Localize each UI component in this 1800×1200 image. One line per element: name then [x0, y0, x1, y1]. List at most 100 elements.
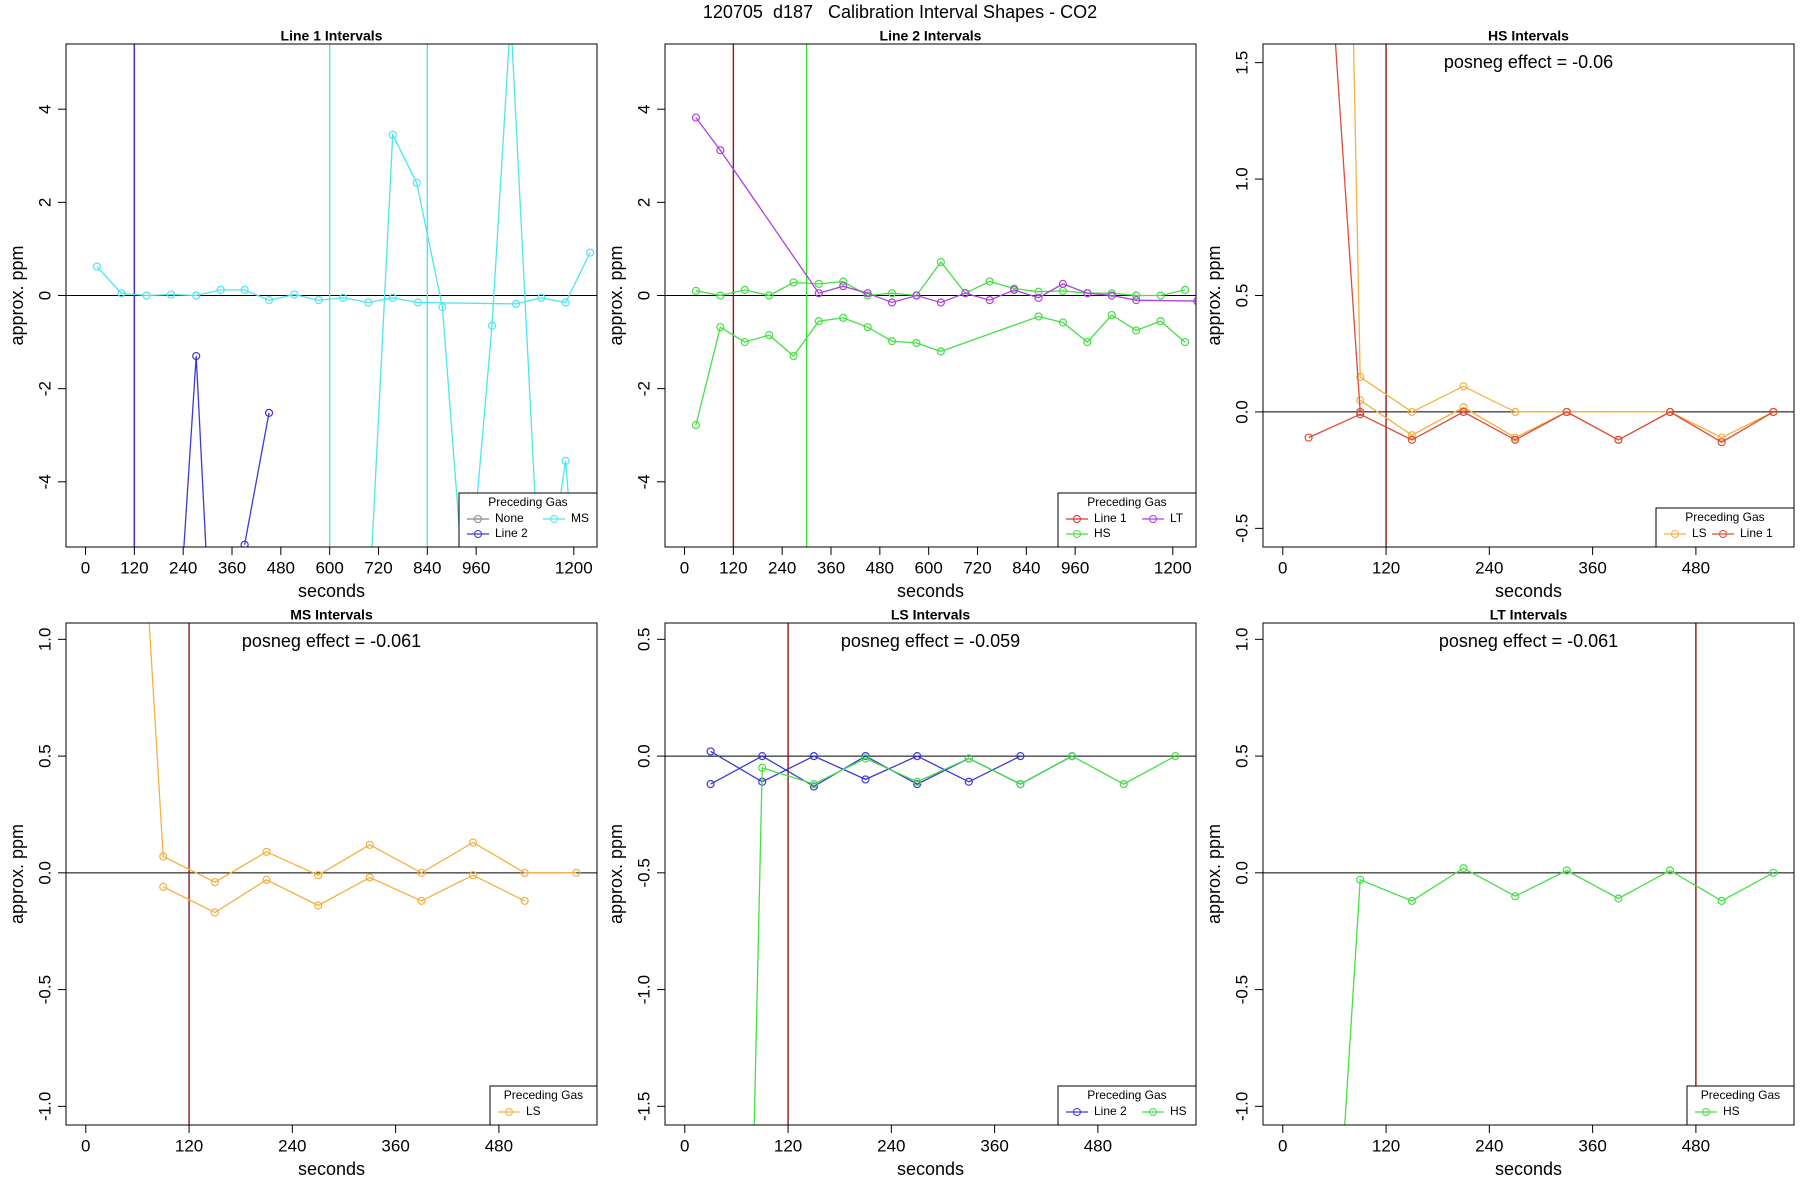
y-axis-label: approx. ppm	[1204, 245, 1224, 345]
data-point	[912, 338, 921, 348]
y-tick-label: 0.5	[1232, 744, 1251, 768]
data-point	[192, 351, 201, 361]
data-point	[537, 293, 546, 302]
data-point	[206, 618, 213, 625]
data-point	[861, 775, 870, 784]
x-tick-label: 600	[914, 558, 942, 577]
legend-marker	[1073, 1108, 1081, 1116]
x-tick-label: 1200	[1154, 558, 1192, 577]
data-point	[1614, 435, 1623, 444]
data-point	[1171, 751, 1180, 761]
legend-label: Line 2	[1094, 1104, 1127, 1118]
x-tick-label: 360	[817, 558, 845, 577]
data-point	[463, 618, 470, 625]
data-point	[1304, 433, 1313, 442]
x-tick-label: 240	[1475, 558, 1503, 577]
legend-box	[1057, 1085, 1197, 1126]
y-tick-label: 2	[35, 198, 54, 207]
legend-label: LT	[1170, 511, 1184, 525]
data-point	[887, 289, 897, 298]
data-point	[142, 291, 151, 300]
annotation: posneg effect = -0.059	[841, 631, 1020, 651]
data-point	[740, 285, 749, 295]
x-tick-label: 240	[169, 558, 197, 577]
legend-label: Line 1	[1740, 526, 1773, 540]
y-tick-label: 0.0	[634, 744, 653, 768]
data-point	[691, 286, 701, 295]
data-point	[861, 751, 870, 761]
panel-title: LT Intervals	[1490, 607, 1568, 623]
plot-frame	[65, 43, 598, 548]
legend-marker	[1702, 1108, 1710, 1116]
data-point	[936, 347, 945, 356]
series-line	[1344, 867, 1774, 1125]
x-tick-label: 1200	[555, 558, 593, 577]
data-point	[1107, 289, 1116, 298]
data-point	[1016, 780, 1025, 789]
data-point	[1107, 310, 1116, 320]
legend-marker	[1149, 1108, 1157, 1116]
data-point	[1562, 407, 1571, 417]
data-point	[1769, 868, 1778, 877]
x-tick-label: 360	[381, 1136, 409, 1155]
data-point	[964, 777, 973, 786]
y-axis-label: approx. ppm	[606, 824, 626, 924]
data-point	[1156, 317, 1165, 326]
data-point	[314, 296, 323, 305]
series-line	[148, 623, 577, 914]
data-point	[1459, 382, 1468, 391]
data-point	[1156, 291, 1165, 300]
x-tick-label: 360	[980, 1136, 1008, 1155]
legend-label: Line 1	[1094, 511, 1127, 525]
data-point	[758, 763, 767, 772]
legend-box	[1686, 1085, 1795, 1126]
x-tick-label: 0	[1278, 1136, 1287, 1155]
y-axis-label: approx. ppm	[1204, 824, 1224, 924]
data-point	[520, 868, 529, 877]
data-point	[716, 323, 725, 332]
plot-area	[665, 623, 1196, 1125]
data-point	[561, 298, 570, 307]
series-line	[183, 355, 270, 547]
data-point	[166, 290, 176, 299]
x-tick-label: 0	[1278, 558, 1287, 577]
data-point	[1407, 896, 1416, 905]
panel-title: HS Intervals	[1488, 28, 1569, 44]
series-line	[695, 260, 1186, 426]
data-point	[964, 754, 973, 763]
y-tick-label: -0.5	[1232, 514, 1251, 543]
legend-box	[489, 1085, 598, 1126]
data-point	[1511, 407, 1520, 417]
data-point	[314, 871, 323, 880]
data-point	[887, 337, 897, 346]
legend-label: HS	[1170, 1104, 1187, 1118]
x-tick-label: 240	[877, 1136, 905, 1155]
data-point	[814, 317, 823, 326]
data-point	[1769, 407, 1778, 417]
data-point	[1083, 289, 1092, 298]
legend-marker	[474, 515, 482, 523]
data-point	[1356, 372, 1365, 382]
x-tick-label: 0	[81, 1136, 90, 1155]
data-point	[1614, 894, 1623, 903]
data-point	[1132, 291, 1141, 300]
series-line	[1308, 44, 1774, 443]
y-tick-label: 0.5	[35, 744, 54, 768]
x-tick-label: 120	[774, 1136, 802, 1155]
data-point	[1016, 751, 1025, 761]
legend-marker	[1719, 530, 1727, 538]
y-tick-label: 4	[634, 104, 653, 113]
plot-frame	[664, 622, 1197, 1126]
legend-title: Preceding Gas	[1685, 510, 1764, 524]
data-point	[216, 285, 225, 295]
figure-title: 120705 d187 Calibration Interval Shapes …	[703, 2, 1097, 22]
data-point	[809, 782, 818, 791]
data-point	[117, 289, 126, 298]
y-axis-label: approx. ppm	[7, 245, 27, 345]
data-point	[1180, 337, 1190, 347]
data-point	[1459, 403, 1468, 412]
data-point	[1356, 875, 1365, 884]
data-point	[758, 751, 767, 761]
x-tick-label: 0	[81, 558, 90, 577]
